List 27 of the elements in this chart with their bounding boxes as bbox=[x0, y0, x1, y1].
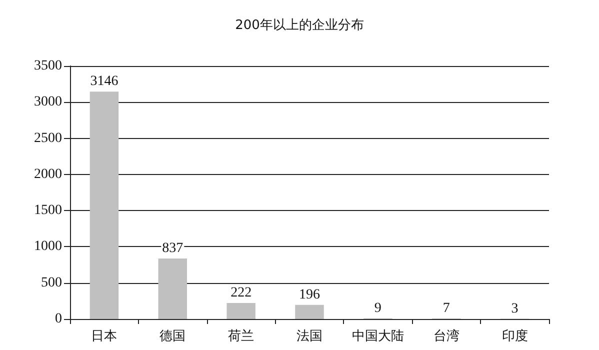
bar bbox=[158, 258, 188, 319]
x-tick-label: 荷兰 bbox=[228, 328, 254, 343]
bar bbox=[90, 92, 119, 319]
y-tick-label: 0 bbox=[55, 312, 62, 326]
y-tick-label: 2000 bbox=[34, 166, 62, 182]
x-tick-label: 日本 bbox=[91, 328, 118, 343]
chart-title: 200年以上的企业分布 bbox=[235, 18, 364, 33]
data-label: 3 bbox=[511, 301, 518, 316]
y-tick-label: 1500 bbox=[34, 203, 62, 218]
x-tick-label: 印度 bbox=[502, 328, 528, 343]
y-tick-label: 3500 bbox=[34, 58, 62, 74]
bar bbox=[295, 304, 324, 319]
bar bbox=[226, 302, 256, 319]
x-tick-label: 法国 bbox=[296, 328, 322, 343]
data-label: 196 bbox=[299, 287, 320, 302]
data-label: 9 bbox=[374, 300, 382, 316]
x-tick-label: 台湾 bbox=[433, 328, 460, 343]
data-label: 222 bbox=[230, 285, 252, 300]
y-tick-label: 1000 bbox=[34, 239, 62, 254]
data-label: 7 bbox=[442, 300, 450, 316]
y-tick-label: 500 bbox=[41, 275, 62, 290]
x-tick-label: 中国大陆 bbox=[352, 328, 404, 343]
data-label: 837 bbox=[162, 240, 184, 256]
y-tick-label: 2500 bbox=[34, 130, 62, 146]
x-tick-label: 德国 bbox=[160, 328, 186, 343]
y-tick-label: 3000 bbox=[34, 94, 62, 110]
data-label: 3146 bbox=[90, 74, 118, 90]
